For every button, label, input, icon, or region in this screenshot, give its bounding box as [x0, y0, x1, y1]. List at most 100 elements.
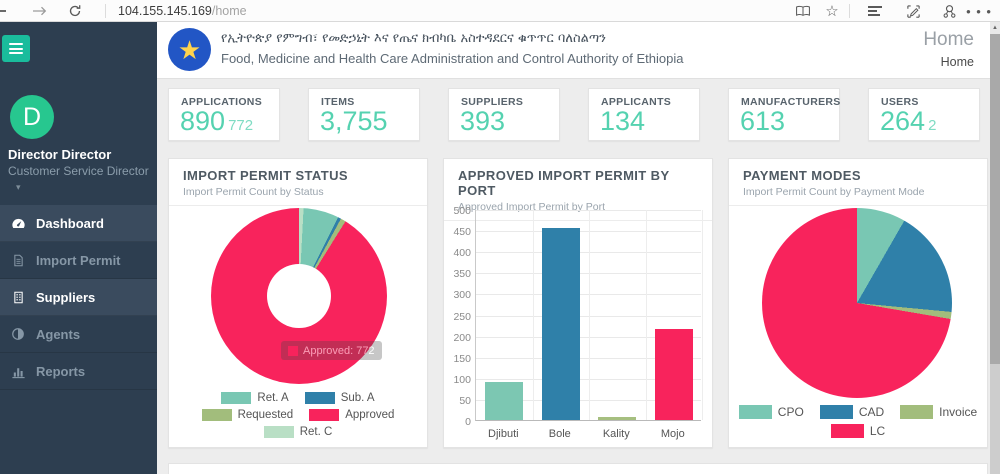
- hamburger-menu-icon[interactable]: [2, 35, 30, 62]
- stat-value: 613: [740, 106, 786, 136]
- stat-label: APPLICATIONS: [181, 96, 262, 108]
- panel-subtitle: Import Permit Count by Payment Mode: [743, 186, 925, 198]
- panel-payment-modes: PAYMENT MODES Import Permit Count by Pay…: [728, 158, 988, 448]
- legend-label: CPO: [777, 405, 804, 419]
- panel-title: APPROVED IMPORT PERMIT BY PORT: [458, 168, 670, 198]
- sidebar-item-agents[interactable]: Agents: [0, 316, 157, 353]
- refresh-icon[interactable]: [66, 0, 84, 22]
- file-icon: [10, 253, 26, 268]
- legend-swatch: [263, 426, 294, 438]
- bar-djibuti[interactable]: [485, 382, 524, 420]
- toolbar-divider: [849, 4, 850, 18]
- stat-card-applicants: APPLICANTS 134: [588, 88, 700, 141]
- legend-item-ret-a[interactable]: Ret. A: [221, 392, 289, 404]
- legend-item-invoice[interactable]: Invoice: [900, 405, 977, 419]
- scrollbar-thumb[interactable]: [990, 34, 1000, 364]
- legend-item-ret-c[interactable]: Ret. C: [263, 426, 333, 438]
- gridline: [476, 273, 701, 275]
- forward-icon[interactable]: [30, 0, 48, 22]
- avatar[interactable]: D: [10, 95, 54, 139]
- legend-item-cad[interactable]: CAD: [819, 405, 885, 419]
- sidebar-item-import-permit[interactable]: Import Permit: [0, 242, 157, 279]
- y-axis-tick: 100: [453, 373, 471, 386]
- payment-legend: CPO CAD Invoice LC: [729, 405, 987, 438]
- gridline-vertical: [702, 210, 703, 420]
- legend-label: Requested: [237, 409, 294, 421]
- share-icon[interactable]: [937, 0, 961, 22]
- stat-sub-value: 2: [928, 117, 937, 134]
- y-axis-tick: 50: [459, 394, 471, 407]
- legend-label: CAD: [858, 405, 885, 419]
- building-icon: [10, 290, 26, 305]
- favorites-star-icon[interactable]: ☆: [825, 3, 839, 20]
- sidebar-item-label: Import Permit: [36, 252, 121, 268]
- more-icon[interactable]: • • •: [966, 3, 992, 19]
- y-axis-tick: 250: [453, 310, 471, 323]
- panel-header: PAYMENT MODES Import Permit Count by Pay…: [729, 159, 987, 206]
- user-menu-caret-icon[interactable]: ▾: [16, 182, 21, 192]
- sidebar-item-label: Reports: [36, 363, 86, 379]
- legend-item-sub-a[interactable]: Sub. A: [304, 392, 375, 404]
- gauge-icon: [10, 216, 26, 231]
- legend-item-cpo[interactable]: CPO: [738, 405, 804, 419]
- gridline: [476, 399, 701, 401]
- panel-subtitle: Import Permit Count by Status: [183, 186, 324, 198]
- url-path: /home: [211, 4, 247, 18]
- gridline: [476, 378, 701, 380]
- sidebar-item-suppliers[interactable]: Suppliers: [0, 279, 157, 316]
- y-axis-tick: 500: [453, 205, 471, 217]
- bar-bole[interactable]: [541, 228, 580, 420]
- page-header: ★ የኢትዮጵያ የምግብ፣ የመድኃኒት እና የጤና ክብካቤ አስተዳደር…: [157, 22, 990, 79]
- x-axis-label: Kality: [602, 428, 630, 440]
- ethiopia-emblem-icon: ★: [168, 28, 211, 71]
- legend-swatch: [221, 392, 252, 404]
- next-panel-edge: [168, 463, 988, 474]
- legend-swatch: [900, 405, 934, 419]
- gridline: [476, 252, 701, 254]
- bar-kality[interactable]: [598, 416, 637, 420]
- contrast-icon: [10, 327, 26, 341]
- bar-plot-area: [475, 210, 703, 421]
- import-permit-status-donut-chart[interactable]: [211, 208, 387, 384]
- legend-item-lc[interactable]: LC: [830, 424, 885, 438]
- page-scrollbar[interactable]: ▲: [990, 22, 1000, 474]
- legend-item-approved[interactable]: Approved: [309, 409, 394, 421]
- panel-import-permit-status: IMPORT PERMIT STATUS Import Permit Count…: [168, 158, 428, 448]
- sidebar: D Director Director Customer Service Dir…: [0, 22, 157, 474]
- stat-value: 264 2: [880, 106, 937, 136]
- gridline: [476, 210, 701, 211]
- tooltip-swatch: [288, 345, 298, 356]
- web-note-icon[interactable]: [901, 0, 925, 22]
- address-bar[interactable]: 104.155.145.169/home: [118, 0, 247, 22]
- gridline: [476, 336, 701, 338]
- authority-title-amharic: የኢትዮጵያ የምግብ፣ የመድኃኒት እና የጤና ክብካቤ አስተዳደርና …: [221, 31, 606, 46]
- gridline-vertical: [589, 210, 590, 420]
- stat-card-applications: APPLICATIONS 890 772: [168, 88, 280, 141]
- breadcrumb[interactable]: Home: [940, 55, 974, 69]
- sidebar-item-dashboard[interactable]: Dashboard: [0, 205, 157, 242]
- legend-label: Ret. C: [299, 426, 333, 438]
- bar-mojo[interactable]: [654, 329, 693, 420]
- legend-label: Ret. A: [257, 392, 289, 404]
- payment-modes-pie-chart[interactable]: [762, 208, 952, 398]
- gridline: [476, 231, 701, 233]
- legend-item-requested[interactable]: Requested: [201, 409, 294, 421]
- sidebar-item-reports[interactable]: Reports: [0, 353, 157, 390]
- stat-label: SUPPLIERS: [461, 96, 524, 108]
- y-axis-tick: 150: [453, 352, 471, 365]
- panel-approved-by-port: APPROVED IMPORT PERMIT BY PORT Approved …: [443, 158, 713, 448]
- legend-label: Invoice: [939, 405, 978, 419]
- x-axis-label: Mojo: [660, 428, 685, 440]
- user-name: Director Director: [8, 147, 112, 162]
- legend-swatch: [819, 405, 853, 419]
- reading-view-icon[interactable]: [792, 0, 814, 22]
- tooltip-text: Approved: 772: [303, 344, 375, 357]
- back-icon[interactable]: [0, 10, 6, 12]
- legend-swatch: [304, 392, 335, 404]
- hub-icon[interactable]: [864, 0, 886, 22]
- stat-sub-value: 772: [228, 117, 254, 134]
- user-role: Customer Service Director: [8, 164, 149, 178]
- scroll-up-icon[interactable]: ▲: [990, 22, 1000, 34]
- legend-label: Approved: [345, 409, 395, 421]
- authority-title-english: Food, Medicine and Health Care Administr…: [221, 51, 684, 66]
